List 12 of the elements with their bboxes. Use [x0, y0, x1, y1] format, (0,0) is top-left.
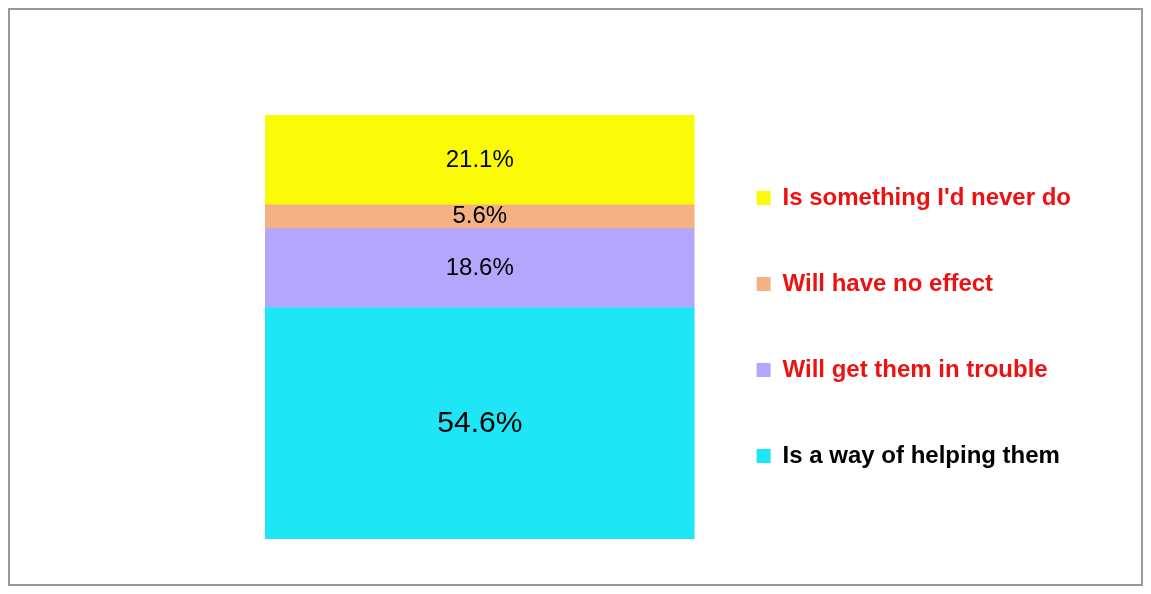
legend-label: Is a way of helping them [782, 440, 1060, 468]
data-label: 54.6% [437, 404, 523, 438]
bar [265, 115, 695, 206]
bar [265, 204, 695, 229]
bar [265, 307, 695, 539]
legend-label: Is something I'd never do [782, 182, 1071, 210]
bar [265, 228, 695, 308]
legend-label: Will get them in trouble [782, 354, 1048, 382]
data-label: 21.1% [445, 144, 514, 172]
data-label: 5.6% [452, 201, 508, 229]
legend-label: Will have no effect [782, 268, 994, 296]
data-label: 18.6% [445, 252, 514, 280]
